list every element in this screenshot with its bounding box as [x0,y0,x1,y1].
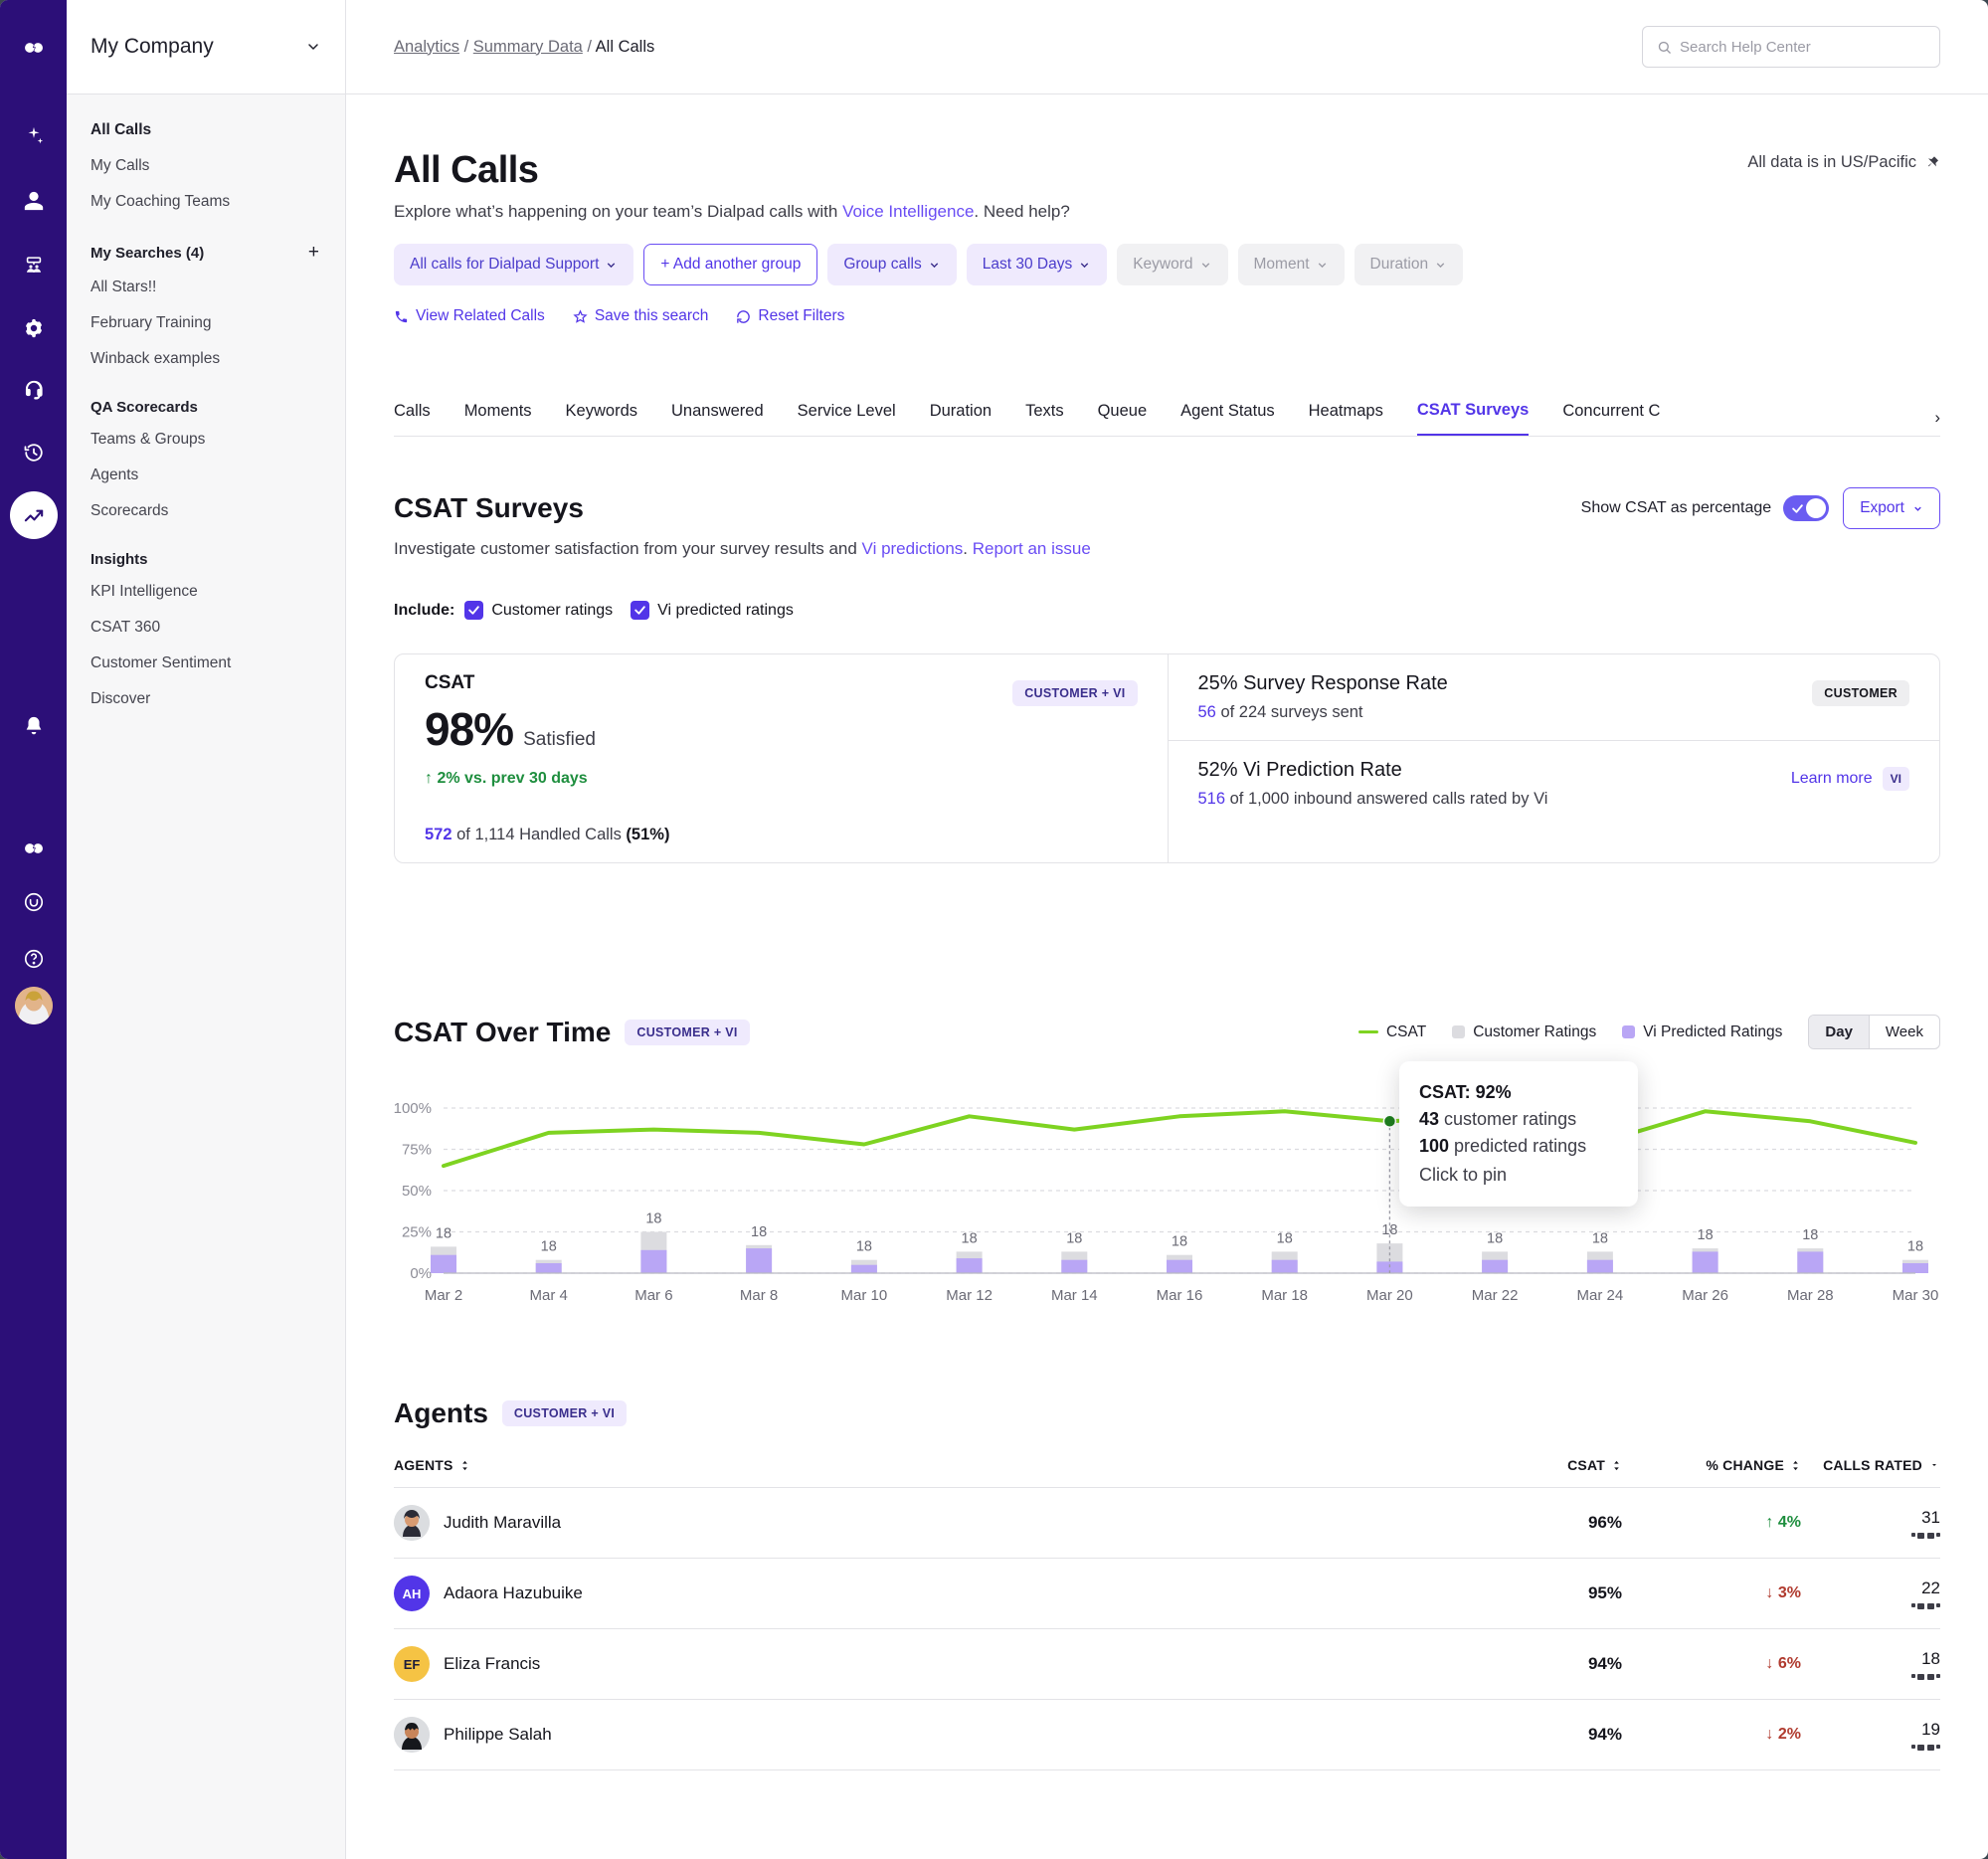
svg-text:18: 18 [962,1230,978,1246]
svg-text:Mar 18: Mar 18 [1261,1287,1308,1304]
svg-text:18: 18 [1698,1227,1714,1243]
svg-text:18: 18 [751,1224,767,1240]
svg-text:Mar 22: Mar 22 [1472,1287,1519,1304]
svg-text:18: 18 [1172,1234,1187,1250]
svg-text:18: 18 [1907,1239,1923,1255]
svg-text:18: 18 [1487,1230,1503,1246]
svg-text:Mar 2: Mar 2 [425,1287,462,1304]
svg-text:Mar 24: Mar 24 [1577,1287,1624,1304]
svg-text:18: 18 [645,1211,661,1227]
svg-text:Mar 14: Mar 14 [1051,1287,1098,1304]
svg-text:Mar 30: Mar 30 [1893,1287,1939,1304]
svg-text:50%: 50% [402,1183,432,1200]
svg-text:100%: 100% [394,1100,432,1117]
svg-text:18: 18 [1066,1230,1082,1246]
svg-text:Mar 26: Mar 26 [1682,1287,1728,1304]
svg-text:18: 18 [436,1225,452,1241]
svg-text:Mar 4: Mar 4 [530,1287,568,1304]
svg-text:Mar 6: Mar 6 [634,1287,672,1304]
svg-text:25%: 25% [402,1224,432,1241]
svg-text:18: 18 [541,1239,557,1255]
svg-text:18: 18 [856,1239,872,1255]
svg-text:18: 18 [1592,1230,1608,1246]
svg-text:75%: 75% [402,1142,432,1159]
svg-text:0%: 0% [410,1265,432,1282]
svg-text:Mar 16: Mar 16 [1157,1287,1203,1304]
svg-text:Mar 12: Mar 12 [946,1287,993,1304]
svg-text:Mar 10: Mar 10 [841,1287,888,1304]
svg-text:18: 18 [1277,1230,1293,1246]
svg-text:18: 18 [1802,1227,1818,1243]
svg-text:Mar 28: Mar 28 [1787,1287,1834,1304]
svg-text:Mar 8: Mar 8 [740,1287,778,1304]
svg-text:Mar 20: Mar 20 [1366,1287,1413,1304]
